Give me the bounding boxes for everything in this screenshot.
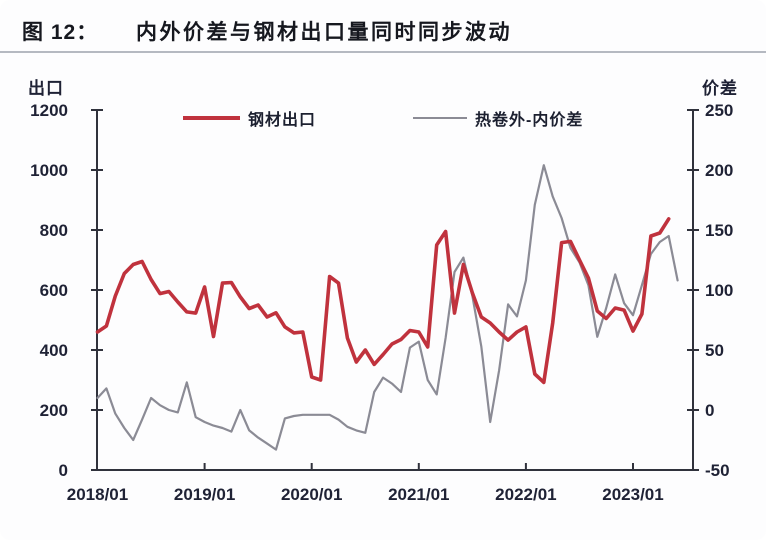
legend-item-exports: 钢材出口	[183, 107, 316, 129]
left-axis-unit-label: 出口	[28, 79, 64, 98]
right-axis-unit-label: 价差	[702, 79, 738, 98]
x-axis-tick-label: 2018/01	[67, 485, 128, 504]
spread-legend-label: 热卷外-内价差	[475, 112, 584, 129]
x-axis-tick-label: 2022/01	[495, 485, 556, 504]
exports-series-line	[95, 217, 671, 385]
title-divider	[0, 51, 766, 53]
exports-line-swatch	[183, 116, 240, 120]
right-axis-tick-label: -50	[705, 461, 730, 480]
figure-header: 图 12： 内外价差与钢材出口量同时同步波动	[0, 14, 766, 48]
left-axis-tick-label: 400	[40, 341, 68, 360]
legend-item-spread: 热卷外-内价差	[413, 107, 583, 129]
x-axis-tick-label: 2021/01	[388, 485, 449, 504]
right-axis-tick-label: 100	[705, 281, 733, 300]
left-axis-tick-label: 0	[59, 461, 68, 480]
x-axis-tick-label: 2023/01	[602, 485, 663, 504]
left-axis-tick-label: 1000	[30, 161, 68, 180]
figure-title: 内外价差与钢材出口量同时同步波动	[136, 21, 512, 44]
spread-line-swatch	[413, 116, 467, 120]
right-axis-tick-label: 50	[705, 341, 724, 360]
right-axis-tick-label: 150	[705, 221, 733, 240]
right-axis-tick-label: 200	[705, 161, 733, 180]
left-axis-tick-label: 600	[40, 281, 68, 300]
exports-legend-label: 钢材出口	[248, 112, 317, 129]
x-axis-tick-label: 2019/01	[174, 485, 235, 504]
figure-number-label: 图 12：	[22, 21, 99, 44]
x-axis-tick-label: 2020/01	[281, 485, 342, 504]
right-axis-tick-label: 250	[705, 101, 733, 120]
left-axis-tick-label: 200	[40, 401, 68, 420]
right-axis-tick-label: 0	[705, 401, 714, 420]
left-axis-tick-label: 1200	[30, 101, 68, 120]
left-axis-tick-label: 800	[40, 221, 68, 240]
